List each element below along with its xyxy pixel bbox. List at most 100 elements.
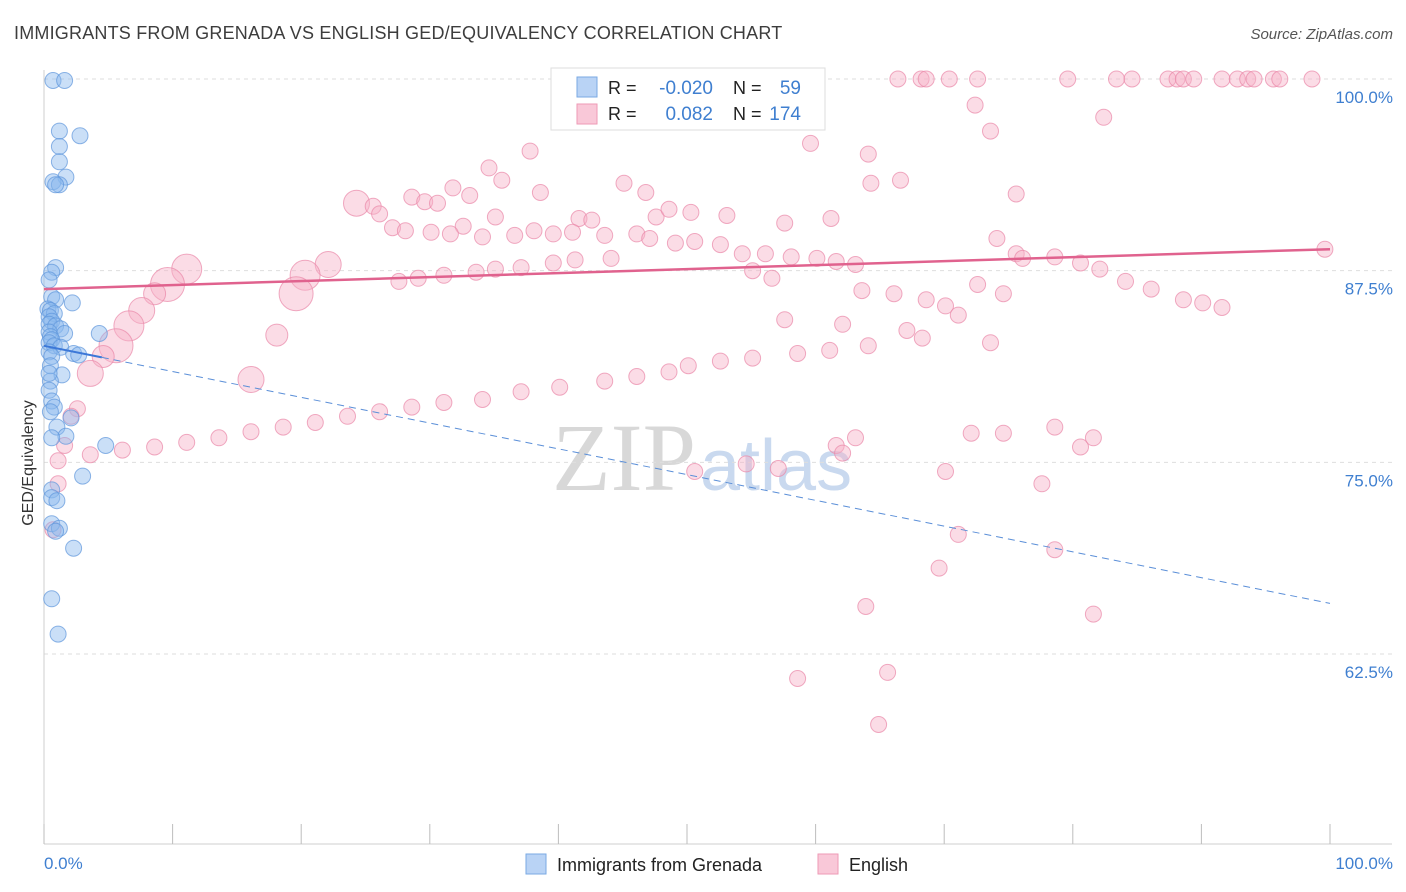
- english-point: [1123, 70, 1141, 88]
- english-point: [596, 372, 614, 390]
- english-point: [474, 391, 491, 408]
- y-axis-label: GED/Equivalency: [20, 400, 37, 525]
- bottom-legend-swatch-grenada: [525, 853, 547, 875]
- english-point: [544, 225, 562, 243]
- english-point: [982, 334, 999, 352]
- english-point: [416, 193, 434, 211]
- english-point: [1095, 108, 1113, 126]
- english-point: [1264, 70, 1282, 88]
- english-point: [1007, 185, 1025, 203]
- english-point: [278, 276, 314, 312]
- english-point: [454, 217, 472, 235]
- grenada-point: [50, 153, 68, 171]
- x-tick-labels: 0.0% 100.0%: [44, 854, 1393, 873]
- english-point: [512, 259, 530, 277]
- english-point: [306, 414, 324, 431]
- english-point: [1072, 254, 1089, 272]
- grenada-point: [50, 176, 68, 194]
- english-point: [403, 398, 421, 416]
- english-point: [1174, 291, 1192, 309]
- grenada-point: [44, 72, 62, 89]
- english-point: [853, 282, 871, 300]
- grenada-point: [40, 271, 58, 289]
- english-point: [821, 341, 839, 359]
- english-point: [949, 525, 967, 543]
- axes: [43, 70, 1392, 845]
- grenada-point: [40, 364, 58, 382]
- y-tick-label-0: 100.0%: [1335, 88, 1393, 107]
- english-point: [113, 441, 131, 459]
- english-point: [1046, 418, 1064, 436]
- english-point: [763, 269, 781, 287]
- english-point: [242, 423, 260, 441]
- trend-line-grenada-dashed: [101, 356, 1331, 604]
- english-point: [506, 226, 524, 244]
- english-point: [628, 368, 646, 385]
- legend-r-label-2: R =: [608, 104, 637, 124]
- english-point: [1046, 541, 1064, 559]
- english-point: [113, 310, 145, 342]
- english-point: [917, 70, 935, 88]
- english-point: [1213, 299, 1231, 316]
- english-point: [857, 598, 875, 615]
- legend-swatch-english: [576, 103, 598, 125]
- chart-title: IMMIGRANTS FROM GRENADA VS ENGLISH GED/E…: [14, 23, 782, 43]
- legend-swatch-grenada: [576, 76, 598, 98]
- english-point: [789, 670, 807, 687]
- legend-n-value-2: 174: [769, 104, 801, 125]
- english-point: [969, 70, 987, 88]
- english-point: [422, 223, 440, 241]
- english-point: [371, 205, 389, 223]
- english-point: [969, 276, 987, 293]
- english-point: [551, 378, 569, 396]
- english-point: [1213, 70, 1231, 88]
- english-point: [44, 521, 62, 539]
- x-tick-label-1: 100.0%: [1335, 854, 1393, 873]
- english-point: [802, 134, 819, 152]
- grenada-point: [47, 176, 65, 194]
- watermark-zip: ZIP: [552, 404, 696, 511]
- english-point: [1142, 280, 1160, 298]
- english-point: [994, 424, 1012, 442]
- english-point: [461, 187, 479, 204]
- english-point: [1117, 272, 1134, 290]
- legend-box: R = -0.020 N = 59 R = 0.082 N = 174: [550, 67, 826, 131]
- grenada-point: [43, 429, 61, 447]
- grenada-point: [47, 522, 65, 540]
- grenada-point: [43, 489, 61, 507]
- legend-n-label-2: N =: [733, 104, 762, 124]
- english-point: [1159, 70, 1177, 88]
- legend-n-label-1: N =: [733, 78, 762, 98]
- english-point: [962, 424, 980, 442]
- english-point: [913, 329, 931, 347]
- grenada-point: [43, 348, 61, 365]
- english-point: [274, 418, 292, 436]
- english-point: [641, 230, 659, 247]
- english-point: [1033, 475, 1051, 493]
- y-tick-label-1: 87.5%: [1345, 280, 1393, 299]
- english-point: [1059, 70, 1077, 88]
- bottom-legend-swatch-english: [817, 853, 839, 875]
- legend-n-value-1: 59: [780, 78, 801, 99]
- legend-r-value-1: -0.020: [659, 78, 713, 99]
- english-point: [682, 203, 700, 221]
- english-point: [769, 460, 787, 477]
- english-point: [733, 245, 751, 263]
- english-point: [512, 383, 530, 401]
- english-point: [686, 463, 704, 480]
- english-point: [847, 429, 864, 447]
- english-point: [949, 306, 967, 324]
- english-point: [686, 233, 704, 250]
- gridlines: [44, 78, 1392, 655]
- english-point: [982, 122, 999, 140]
- english-point: [1174, 70, 1192, 88]
- english-point: [917, 291, 935, 309]
- english-point: [1245, 70, 1263, 88]
- trend-line-grenada-solid: [43, 344, 103, 359]
- english-point: [49, 452, 67, 470]
- english-point: [892, 171, 909, 189]
- english-point: [711, 352, 729, 370]
- english-point: [679, 357, 697, 375]
- english-point: [994, 285, 1012, 303]
